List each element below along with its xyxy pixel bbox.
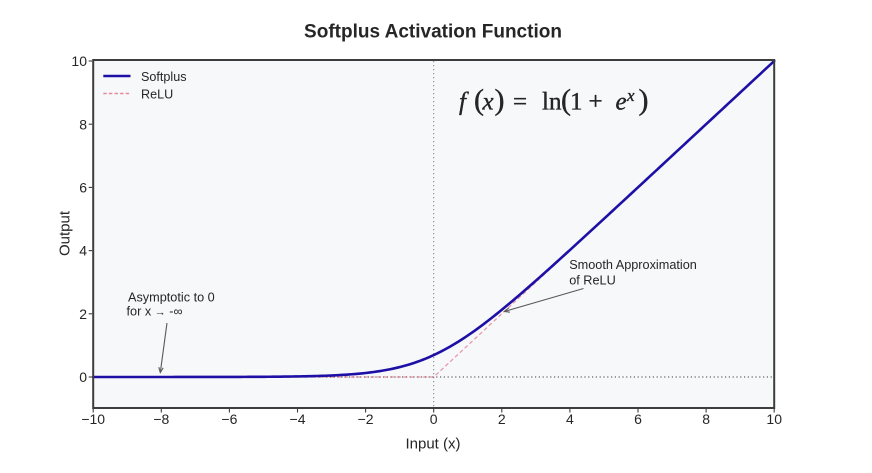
svg-text:f(x)=ln(1+ex): f (x) = ln(1 + ex) — [459, 84, 649, 117]
svg-text:8: 8 — [702, 411, 710, 427]
svg-text:−10: −10 — [81, 411, 105, 427]
svg-text:8: 8 — [79, 116, 87, 132]
svg-text:for x → -∞: for x → -∞ — [127, 304, 183, 318]
svg-text:Smooth Approximation: Smooth Approximation — [569, 258, 697, 272]
svg-text:Softplus Activation Function: Softplus Activation Function — [304, 21, 562, 42]
svg-text:4: 4 — [79, 243, 87, 259]
svg-text:Input (x): Input (x) — [405, 436, 460, 453]
svg-text:0: 0 — [430, 411, 438, 427]
svg-text:ReLU: ReLU — [141, 87, 173, 101]
svg-text:0: 0 — [79, 369, 87, 385]
svg-text:of ReLU: of ReLU — [569, 273, 616, 287]
svg-text:10: 10 — [766, 411, 782, 427]
svg-text:−2: −2 — [358, 411, 374, 427]
svg-text:2: 2 — [79, 306, 87, 322]
svg-text:4: 4 — [566, 411, 574, 427]
svg-text:Asymptotic to 0: Asymptotic to 0 — [128, 291, 215, 305]
svg-text:10: 10 — [71, 53, 87, 69]
svg-text:6: 6 — [634, 411, 642, 427]
svg-text:6: 6 — [79, 180, 87, 196]
svg-text:−4: −4 — [290, 411, 306, 427]
svg-text:2: 2 — [498, 411, 506, 427]
svg-text:−8: −8 — [153, 411, 169, 427]
svg-text:Output: Output — [57, 210, 74, 256]
svg-text:−6: −6 — [221, 411, 237, 427]
svg-text:Softplus: Softplus — [141, 70, 187, 84]
